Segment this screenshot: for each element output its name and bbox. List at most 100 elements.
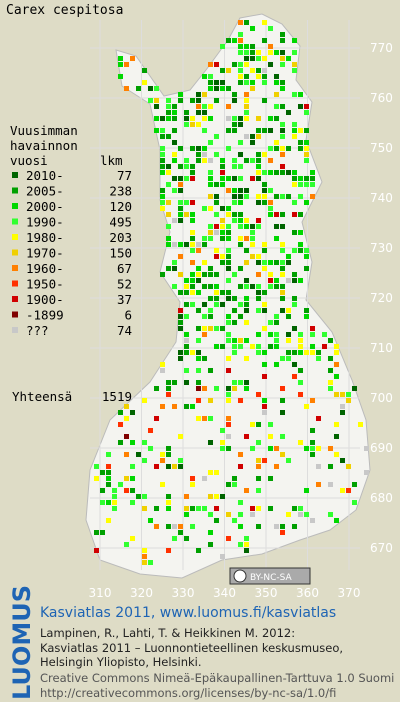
observation-square bbox=[184, 506, 189, 511]
observation-square bbox=[238, 242, 243, 247]
observation-square bbox=[232, 62, 237, 67]
observation-square bbox=[232, 116, 237, 121]
legend-count: 52 bbox=[117, 277, 132, 292]
observation-square bbox=[256, 296, 261, 301]
observation-square bbox=[256, 308, 261, 313]
observation-square bbox=[262, 290, 267, 295]
observation-square bbox=[232, 122, 237, 127]
observation-square bbox=[250, 344, 255, 349]
observation-square bbox=[286, 254, 291, 259]
observation-square bbox=[262, 152, 267, 157]
observation-square bbox=[328, 446, 333, 451]
observation-square bbox=[226, 314, 231, 319]
observation-square bbox=[256, 344, 261, 349]
observation-square bbox=[340, 392, 345, 397]
observation-square bbox=[292, 182, 297, 187]
observation-square bbox=[250, 512, 255, 517]
observation-square bbox=[226, 236, 231, 241]
observation-square bbox=[298, 176, 303, 181]
observation-square bbox=[160, 116, 165, 121]
observation-square bbox=[178, 206, 183, 211]
observation-square bbox=[304, 200, 309, 205]
observation-square bbox=[196, 338, 201, 343]
observation-square bbox=[304, 158, 309, 163]
legend-swatch bbox=[12, 234, 18, 240]
observation-square bbox=[256, 284, 261, 289]
observation-square bbox=[202, 272, 207, 277]
observation-square bbox=[304, 176, 309, 181]
observation-square bbox=[238, 314, 243, 319]
observation-square bbox=[214, 200, 219, 205]
observation-square bbox=[124, 416, 129, 421]
observation-square bbox=[256, 272, 261, 277]
observation-square bbox=[142, 80, 147, 85]
observation-square bbox=[118, 482, 123, 487]
observation-square bbox=[226, 434, 231, 439]
observation-square bbox=[118, 56, 123, 61]
observation-square bbox=[196, 146, 201, 151]
observation-square bbox=[328, 512, 333, 517]
observation-square bbox=[292, 272, 297, 277]
observation-square bbox=[172, 152, 177, 157]
observation-square bbox=[226, 446, 231, 451]
observation-square bbox=[184, 290, 189, 295]
observation-square bbox=[214, 506, 219, 511]
observation-square bbox=[184, 380, 189, 385]
observation-square bbox=[286, 356, 291, 361]
observation-square bbox=[178, 92, 183, 97]
observation-square bbox=[250, 176, 255, 181]
observation-square bbox=[208, 368, 213, 373]
observation-square bbox=[202, 386, 207, 391]
observation-square bbox=[124, 488, 129, 493]
observation-square bbox=[244, 44, 249, 49]
legend-swatch bbox=[12, 265, 18, 271]
observation-square bbox=[208, 170, 213, 175]
observation-square bbox=[184, 302, 189, 307]
observation-square bbox=[286, 260, 291, 265]
observation-square bbox=[208, 182, 213, 187]
observation-square bbox=[298, 380, 303, 385]
observation-square bbox=[184, 278, 189, 283]
observation-square bbox=[268, 212, 273, 217]
observation-square bbox=[208, 326, 213, 331]
east-label: 340 bbox=[213, 586, 236, 600]
observation-square bbox=[172, 524, 177, 529]
observation-square bbox=[286, 56, 291, 61]
observation-square bbox=[274, 284, 279, 289]
observation-square bbox=[142, 68, 147, 73]
observation-square bbox=[172, 536, 177, 541]
observation-square bbox=[244, 248, 249, 253]
observation-square bbox=[244, 104, 249, 109]
observation-square bbox=[178, 254, 183, 259]
observation-square bbox=[196, 398, 201, 403]
observation-square bbox=[274, 314, 279, 319]
observation-square bbox=[190, 482, 195, 487]
observation-square bbox=[208, 308, 213, 313]
observation-square bbox=[256, 524, 261, 529]
legend-total-label: Yhteensä bbox=[12, 389, 72, 404]
observation-square bbox=[280, 80, 285, 85]
observation-square bbox=[256, 50, 261, 55]
observation-square bbox=[274, 362, 279, 367]
observation-square bbox=[136, 452, 141, 457]
observation-square bbox=[214, 284, 219, 289]
observation-square bbox=[184, 158, 189, 163]
observation-square bbox=[208, 296, 213, 301]
north-label: 720 bbox=[370, 291, 393, 305]
observation-square bbox=[244, 536, 249, 541]
observation-square bbox=[208, 398, 213, 403]
observation-square bbox=[178, 98, 183, 103]
observation-square bbox=[214, 98, 219, 103]
observation-square bbox=[292, 134, 297, 139]
legend-count: 203 bbox=[109, 230, 132, 245]
footer-heading: Kasviatlas 2011, www.luomus.fi/kasviatla… bbox=[40, 605, 336, 621]
observation-square bbox=[184, 176, 189, 181]
observation-square bbox=[298, 92, 303, 97]
observation-square bbox=[196, 308, 201, 313]
observation-square bbox=[166, 266, 171, 271]
observation-square bbox=[196, 350, 201, 355]
observation-square bbox=[196, 506, 201, 511]
legend-count: 495 bbox=[109, 215, 132, 230]
observation-square bbox=[280, 296, 285, 301]
observation-square bbox=[244, 218, 249, 223]
